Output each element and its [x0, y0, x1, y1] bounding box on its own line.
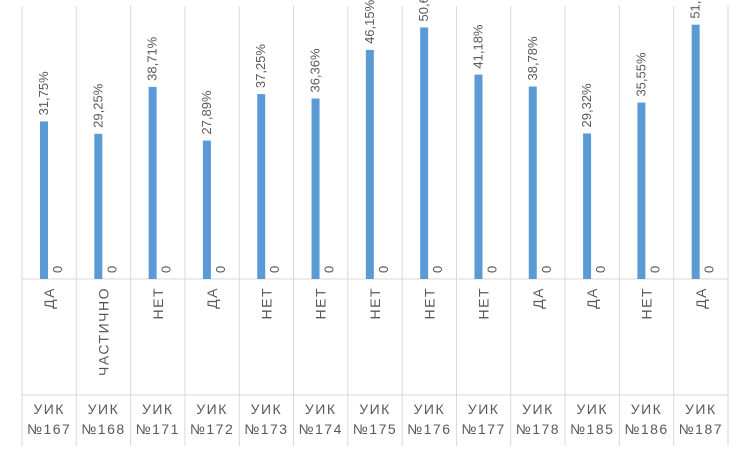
bar	[637, 102, 646, 279]
category-group-label: УИК №175	[353, 401, 397, 437]
category-group-label: УИК №178	[516, 401, 560, 437]
data-label: 38,71%	[145, 36, 160, 81]
data-label: 41,18%	[470, 24, 485, 69]
bar	[202, 140, 211, 279]
bar	[311, 98, 320, 279]
data-label: 31,75%	[36, 71, 51, 116]
category-answer-label: ДА	[530, 287, 546, 309]
category-group-label: УИК №186	[624, 401, 668, 437]
category-answer-label: НЕТ	[150, 287, 166, 320]
data-label-zero: 0	[267, 266, 282, 273]
category-group-label: УИК №177	[461, 401, 505, 437]
category-group-label: УИК №167	[27, 401, 71, 437]
category-group-label: УИК №176	[407, 401, 451, 437]
category-group-label: УИК №185	[570, 401, 614, 437]
data-label-zero: 0	[159, 266, 174, 273]
data-label: 29,25%	[90, 83, 105, 128]
category-group-label: УИК №174	[298, 401, 342, 437]
data-label-zero: 0	[430, 266, 445, 273]
category-answer-label: НЕТ	[476, 287, 492, 320]
category-answer-label: НЕТ	[367, 287, 383, 320]
bar	[474, 74, 483, 279]
data-label: 27,89%	[199, 90, 214, 135]
category-group-label: УИК №168	[81, 401, 125, 437]
bar	[40, 121, 48, 280]
category-group-label: УИК №187	[679, 401, 723, 437]
data-label-zero: 0	[322, 266, 337, 273]
data-label-zero: 0	[104, 266, 119, 273]
data-label: 51,24%	[688, 0, 703, 19]
data-label: 38,78%	[525, 36, 540, 81]
data-label: 35,55%	[633, 52, 648, 97]
bar	[94, 133, 103, 279]
data-label-zero: 0	[539, 266, 554, 273]
category-answer-label: ДА	[693, 287, 709, 309]
data-label-zero: 0	[213, 266, 228, 273]
bar	[691, 24, 700, 280]
data-label-zero: 0	[376, 266, 391, 273]
bar	[148, 86, 157, 279]
data-label-zero: 0	[593, 266, 608, 273]
category-answer-label: ДА	[204, 287, 220, 309]
data-label: 46,15%	[362, 0, 377, 44]
category-answer-label: НЕТ	[421, 287, 437, 320]
category-answer-label: НЕТ	[639, 287, 655, 320]
category-answer-label: НЕТ	[313, 287, 329, 320]
bar	[420, 27, 429, 280]
category-group-label: УИК №173	[244, 401, 288, 437]
data-label-zero: 0	[484, 266, 499, 273]
data-label-zero: 0	[702, 266, 717, 273]
data-label-zero: 0	[647, 266, 662, 273]
bar	[528, 86, 537, 279]
category-answer-label: ЧАСТИЧНО	[95, 287, 111, 376]
category-answer-label: ДА	[584, 287, 600, 309]
data-label: 29,32%	[579, 83, 594, 128]
bar	[257, 94, 266, 279]
bar	[583, 133, 592, 279]
category-group-label: УИК №171	[136, 401, 180, 437]
category-group-label: УИК №172	[190, 401, 234, 437]
bar	[365, 49, 374, 280]
data-label-zero: 0	[50, 266, 65, 273]
category-answer-label: ДА	[41, 287, 57, 309]
data-label: 50,68%	[416, 0, 431, 21]
category-answer-label: НЕТ	[258, 287, 274, 320]
data-label: 37,25%	[253, 44, 268, 89]
data-label: 36,36%	[308, 48, 323, 93]
